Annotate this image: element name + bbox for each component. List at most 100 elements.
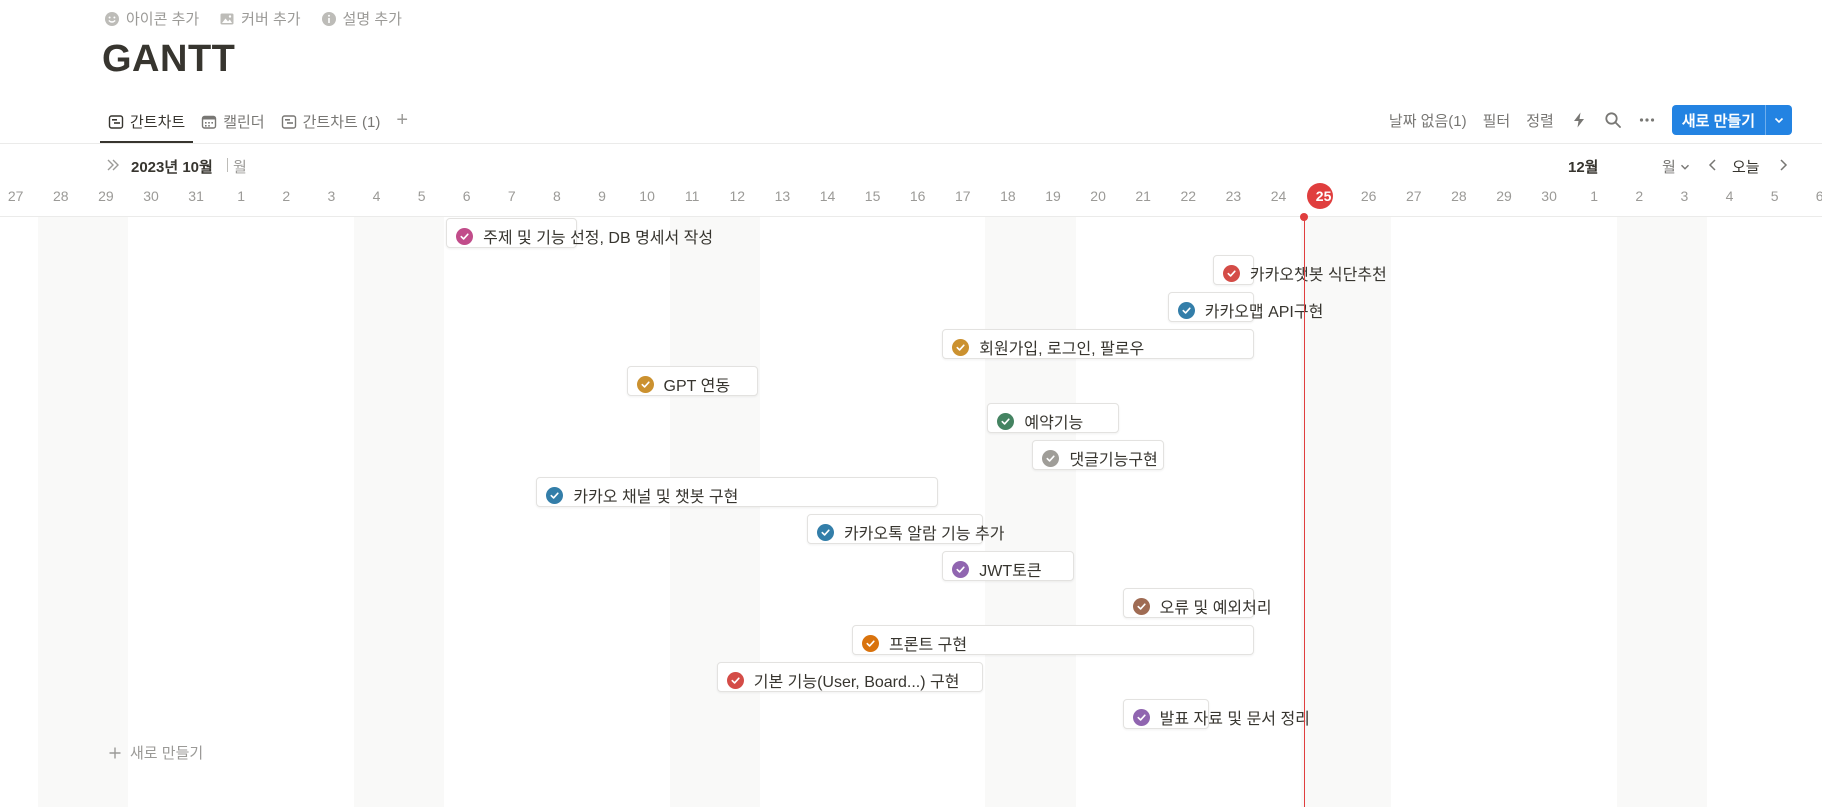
no-date-button[interactable]: 날짜 없음(1) [1388, 112, 1467, 130]
task-item[interactable]: GPT 연동 [636, 372, 731, 396]
day-label: 27 [7, 188, 24, 204]
new-row-button[interactable]: 새로 만들기 [108, 742, 203, 763]
task-name: 카카오맵 API구현 [1204, 304, 1324, 321]
task-item[interactable]: 주제 및 기능 선정, DB 명세서 작성 [456, 224, 713, 248]
status-check-icon [1177, 301, 1195, 319]
status-check-icon [1132, 597, 1150, 615]
day-label: 3 [1680, 188, 1689, 204]
task-item[interactable]: 카카오챗봇 식단추천 [1222, 261, 1387, 285]
day-scale: 27 28 29 30 31 1 2 3 4 5 6 7 8 9 10 11 12 13 14 15 16 17 18 19 2… [0, 185, 1822, 207]
view-tabs: 간트차트 캘린더 간트차트 (1) + [100, 106, 416, 143]
weekend-column [1301, 217, 1392, 807]
add-description-button[interactable]: 설명 추가 [321, 8, 402, 29]
task-name: 발표 자료 및 문서 정리 [1159, 711, 1310, 728]
search-button[interactable] [1604, 111, 1622, 129]
add-icon-button[interactable]: 아이콘 추가 [104, 8, 199, 29]
task-name: 카카오 채널 및 챗봇 구현 [573, 489, 739, 506]
month-label-december: 12월 [1568, 159, 1599, 176]
task-item[interactable]: JWT토큰 [952, 557, 1042, 581]
task-bar[interactable] [716, 662, 984, 692]
task-item[interactable]: 카카오 채널 및 챗봇 구현 [546, 483, 738, 507]
task-name: 카카오톡 알람 기능 추가 [843, 526, 1005, 543]
day-label: 8 [552, 188, 561, 204]
today-line-dot [1300, 213, 1308, 221]
day-label: 31 [188, 188, 204, 204]
day-label: 30 [1541, 188, 1557, 204]
calendar-icon [202, 115, 217, 129]
day-label: 1 [1590, 188, 1599, 204]
new-dropdown-button[interactable] [1765, 105, 1792, 135]
task-bar[interactable] [536, 477, 939, 507]
smiley-icon [105, 11, 119, 26]
page-actions: 아이콘 추가 커버 추가 설명 추가 [104, 8, 402, 29]
add-cover-label: 커버 추가 [241, 11, 301, 28]
week-label: 월 [233, 159, 247, 176]
divider [0, 143, 1822, 144]
day-label: 4 [1725, 188, 1734, 204]
day-label: 2 [1635, 188, 1644, 204]
chevron-right-icon[interactable] [1775, 157, 1791, 173]
tab-gantt[interactable]: 간트차트 [100, 111, 194, 143]
status-check-icon [862, 634, 880, 652]
day-label: 15 [864, 188, 881, 204]
task-item[interactable]: 회원가입, 로그인, 팔로우 [952, 335, 1144, 359]
day-label: 10 [639, 188, 655, 204]
tab-gantt-1[interactable]: 간트차트 (1) [273, 111, 389, 142]
status-check-icon [1222, 264, 1240, 282]
task-name: 예약기능 [1024, 415, 1084, 432]
day-label: 5 [1770, 188, 1779, 204]
double-chevron-right-icon[interactable] [105, 157, 121, 173]
task-item[interactable]: 기본 기능(User, Board...) 구현 [726, 668, 960, 692]
task-item[interactable]: 카카오톡 알람 기능 추가 [816, 520, 1005, 544]
task-item[interactable]: 프론트 구현 [862, 631, 967, 655]
task-bar[interactable] [852, 625, 1254, 655]
task-name: 기본 기능(User, Board...) 구현 [753, 674, 960, 691]
day-label: 29 [98, 188, 114, 204]
info-icon [321, 11, 336, 26]
image-icon [220, 13, 234, 24]
status-check-icon [456, 227, 474, 245]
task-item[interactable]: 예약기능 [997, 409, 1083, 433]
more-button[interactable] [1638, 111, 1656, 129]
day-label: 1 [237, 188, 246, 204]
filter-button[interactable]: 필터 [1482, 112, 1511, 130]
day-label: 17 [955, 188, 971, 204]
plus-icon [109, 747, 121, 758]
zoom-select[interactable]: 월 [1662, 156, 1690, 177]
sort-button[interactable]: 정렬 [1526, 112, 1554, 130]
task-item[interactable]: 발표 자료 및 문서 정리 [1132, 705, 1310, 729]
tab-gantt-label: 간트차트 [130, 114, 186, 131]
chevron-down-icon [1680, 164, 1689, 170]
day-label: 12 [729, 188, 746, 204]
search-icon [1605, 112, 1621, 128]
task-item[interactable]: 카카오맵 API구현 [1177, 298, 1324, 322]
day-label: 3 [327, 188, 336, 204]
more-icon [1639, 118, 1654, 122]
task-name: 댓글기능구현 [1069, 452, 1158, 469]
task-item[interactable]: 댓글기능구현 [1042, 446, 1158, 470]
day-label: 9 [598, 188, 606, 204]
add-cover-button[interactable]: 커버 추가 [219, 8, 301, 29]
task-name: JWT토큰 [979, 563, 1042, 580]
day-label: 11 [684, 188, 700, 204]
day-label: 6 [462, 188, 471, 204]
task-bar[interactable] [806, 514, 984, 544]
today-button[interactable]: 오늘 [1732, 159, 1760, 176]
tab-calendar[interactable]: 캘린더 [193, 111, 272, 142]
add-description-label: 설명 추가 [342, 11, 402, 28]
chevron-down-icon [1774, 117, 1784, 124]
task-bar[interactable] [942, 329, 1254, 359]
chevron-left-icon[interactable] [1705, 157, 1721, 173]
day-label: 29 [1496, 188, 1512, 204]
task-item[interactable]: 오류 및 예외처리 [1132, 594, 1272, 618]
status-check-icon [952, 338, 970, 356]
task-bar[interactable] [1122, 588, 1254, 618]
page-title[interactable]: GANTT [102, 38, 236, 80]
add-view-button[interactable]: + [396, 109, 408, 131]
automation-button[interactable] [1570, 111, 1588, 129]
timeline-header: 2023년 10월 월 12월 월 오늘 [0, 154, 1822, 176]
day-label: 2 [282, 188, 291, 204]
task-name: GPT 연동 [663, 378, 731, 395]
day-label: 28 [53, 188, 69, 204]
new-button[interactable]: 새로 만들기 [1671, 105, 1792, 135]
